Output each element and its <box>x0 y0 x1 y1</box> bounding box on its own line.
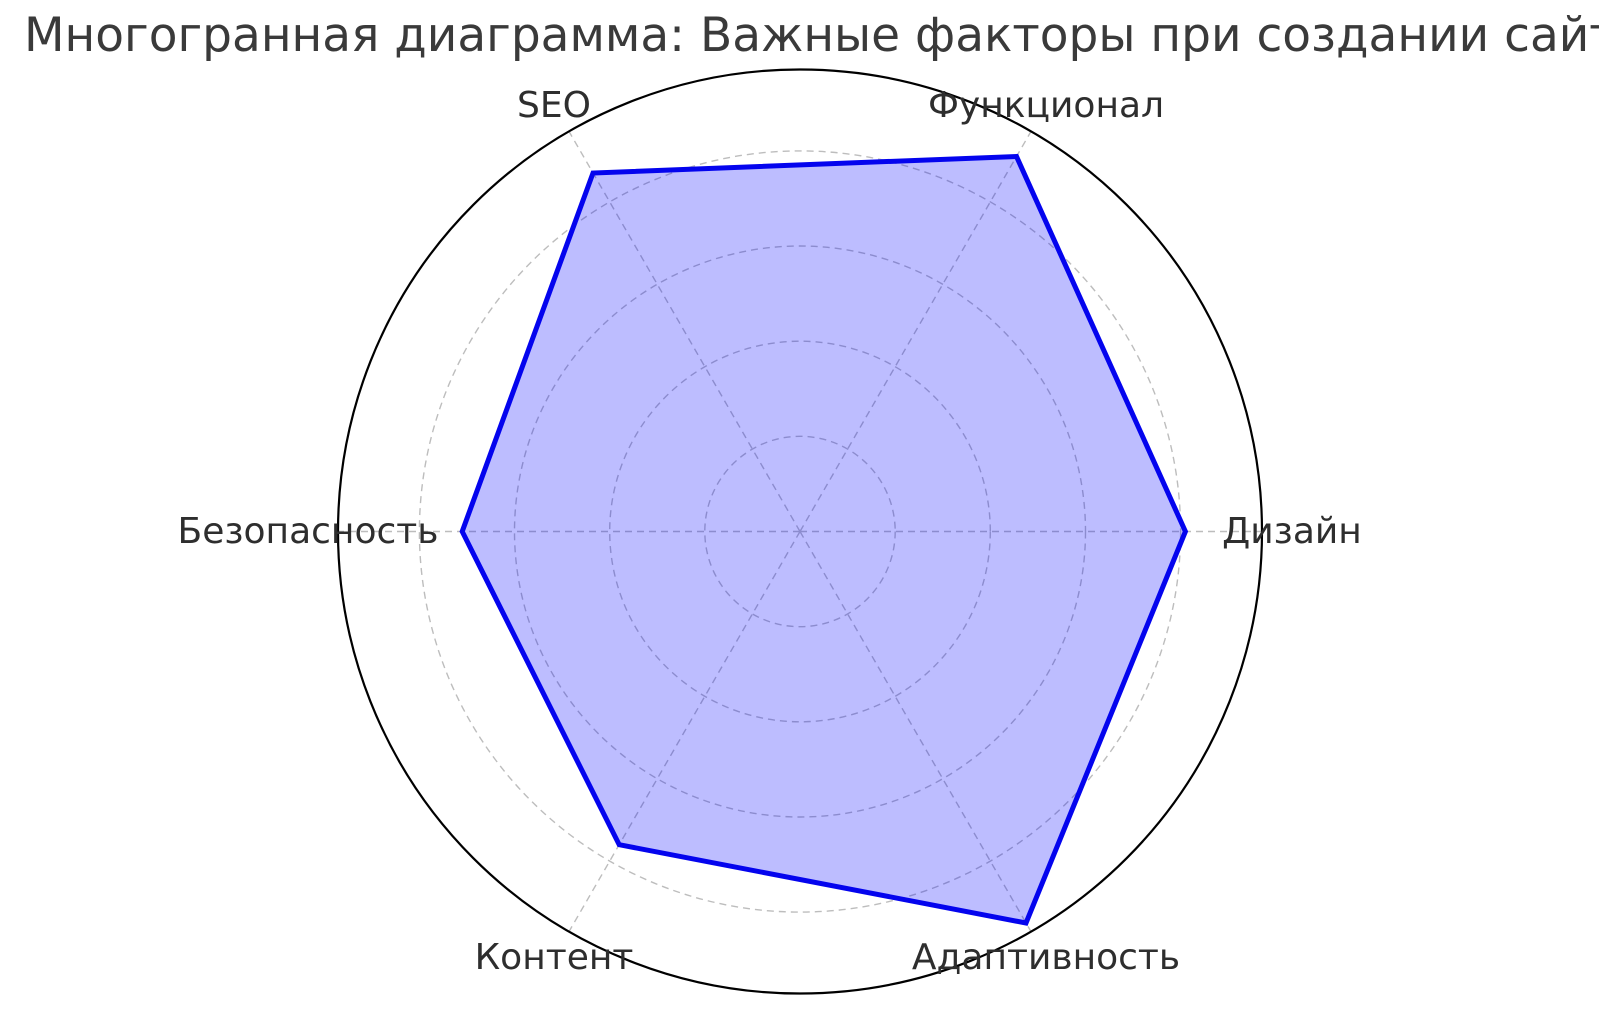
chart-title: Многогранная диаграмма: Важные факторы п… <box>24 8 1599 63</box>
axis-spoke <box>568 531 801 932</box>
axis-label-контент: Контент <box>475 937 634 978</box>
axis-label-seo: SEO <box>517 85 591 126</box>
axis-spoke <box>799 531 1032 932</box>
radar-polygon <box>459 153 1189 926</box>
axis-label-функционал: Функционал <box>928 85 1164 126</box>
outer-circle <box>336 68 1264 995</box>
grid-ring <box>418 150 1182 913</box>
grid-ring <box>513 245 1087 818</box>
grid-ring <box>704 435 896 628</box>
axis-spoke <box>799 131 1032 532</box>
grid-ring <box>609 340 992 723</box>
axis-label-адаптивность: Адаптивность <box>912 937 1180 978</box>
axis-label-безопасность: Безопасность <box>178 511 439 552</box>
axis-spoke <box>568 131 801 532</box>
axis-label-дизайн: Дизайн <box>1222 511 1362 552</box>
